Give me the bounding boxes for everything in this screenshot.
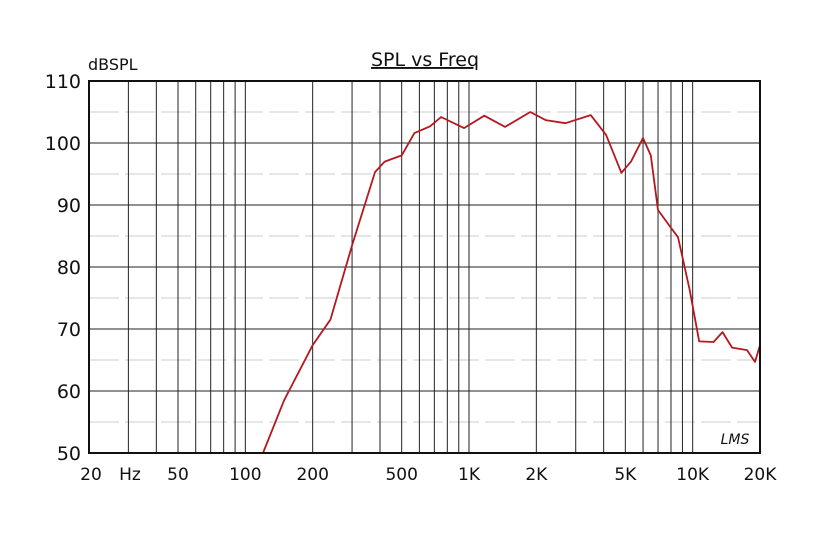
x-unit-label: Hz: [119, 465, 141, 485]
x-tick-label: 200: [296, 465, 328, 485]
watermark-lms: LMS: [721, 432, 750, 448]
y-tick-label: 100: [45, 133, 81, 155]
y-tick-label: 50: [57, 443, 81, 465]
plot-frame: [88, 80, 761, 454]
x-tick-label: 5K: [614, 465, 637, 485]
x-tick-label: 50: [167, 465, 189, 485]
y-axis-label: dBSPL: [88, 55, 138, 74]
y-tick-label: 70: [57, 319, 81, 341]
y-tick-label: 110: [45, 71, 81, 93]
y-tick-label: 90: [57, 195, 81, 217]
x-tick-label: 20K: [744, 465, 778, 485]
x-tick-label: 20: [80, 465, 102, 485]
x-tick-label: 100: [229, 465, 261, 485]
y-tick-label: 80: [57, 257, 81, 279]
x-tick-label: 10K: [676, 465, 710, 485]
y-tick-label: 60: [57, 381, 81, 403]
spl-curve: [178, 111, 761, 454]
x-tick-label: 500: [385, 465, 417, 485]
chart-title: SPL vs Freq: [371, 49, 479, 71]
x-tick-label: 1K: [458, 465, 481, 485]
x-tick-label: 2K: [525, 465, 548, 485]
